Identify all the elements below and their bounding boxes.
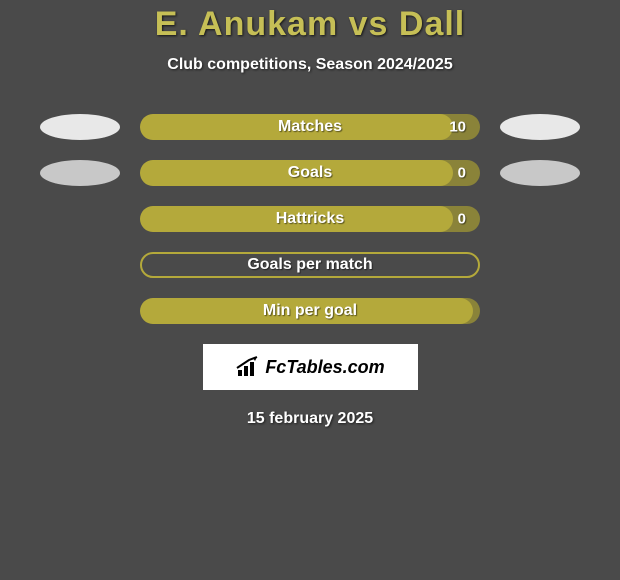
stat-value: 0 [458, 211, 466, 228]
stat-bar: Hattricks 0 [140, 206, 480, 232]
spacer [500, 298, 580, 324]
player2-oval [500, 114, 580, 140]
player1-oval [40, 160, 120, 186]
chart-icon [235, 356, 261, 378]
page-title: E. Anukam vs Dall [0, 5, 620, 44]
stat-row: Matches 10 [0, 114, 620, 140]
date-label: 15 february 2025 [0, 410, 620, 428]
logo-text: FcTables.com [265, 357, 384, 378]
stat-label: Goals per match [247, 256, 372, 274]
stat-row: Goals per match [0, 252, 620, 278]
stat-label: Goals [288, 164, 332, 182]
stat-label: Matches [278, 118, 342, 136]
comparison-card: E. Anukam vs Dall Club competitions, Sea… [0, 0, 620, 428]
stat-bar: Goals per match [140, 252, 480, 278]
spacer [40, 206, 120, 232]
stat-label: Min per goal [263, 302, 357, 320]
stat-bar: Goals 0 [140, 160, 480, 186]
stat-value: 0 [458, 165, 466, 182]
stat-row: Hattricks 0 [0, 206, 620, 232]
spacer [40, 252, 120, 278]
stat-bar: Min per goal [140, 298, 480, 324]
stat-value: 10 [449, 119, 466, 136]
stat-row: Goals 0 [0, 160, 620, 186]
player2-oval [500, 160, 580, 186]
stat-label: Hattricks [276, 210, 344, 228]
stat-bar: Matches 10 [140, 114, 480, 140]
subtitle: Club competitions, Season 2024/2025 [0, 56, 620, 74]
spacer [500, 206, 580, 232]
logo-box: FcTables.com [203, 344, 418, 390]
stats-list: Matches 10 Goals 0 Hattricks 0 Goals per match… [0, 114, 620, 324]
spacer [500, 252, 580, 278]
stat-row: Min per goal [0, 298, 620, 324]
spacer [40, 298, 120, 324]
player1-oval [40, 114, 120, 140]
